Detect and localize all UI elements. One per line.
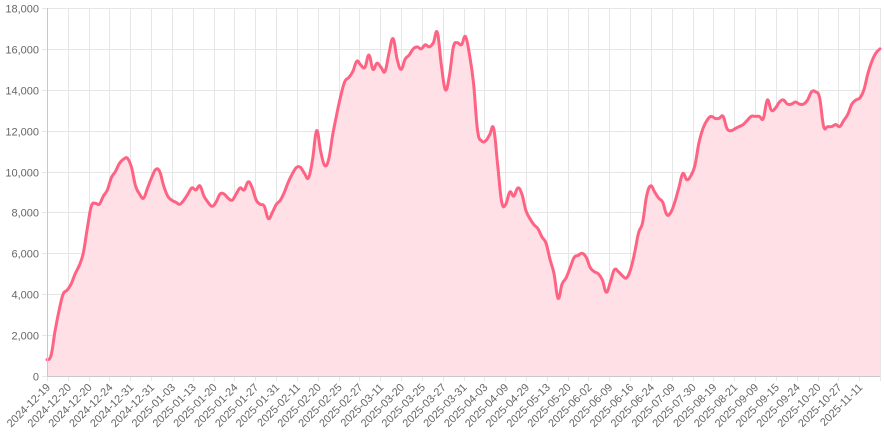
axes — [47, 8, 880, 377]
x-axis-tick-labels: 2024-12-192024-12-202024-12-202024-12-24… — [5, 382, 865, 430]
y-axis-tick-labels: 0 2,000 4,000 6,000 8,000 10,000 12,000 14,000 1… — [5, 4, 39, 384]
y-tick-label: 2,000 — [11, 331, 39, 343]
area-fill — [47, 31, 880, 376]
y-tick-label: 16,000 — [5, 45, 39, 57]
y-tick-label: 12,000 — [5, 127, 39, 139]
y-tick-label: 6,000 — [11, 249, 39, 261]
y-tick-label: 14,000 — [5, 86, 39, 98]
series-line — [45, 30, 882, 362]
y-tick-label: 10,000 — [5, 168, 39, 180]
y-tick-label: 8,000 — [11, 208, 39, 220]
y-tick-label: 4,000 — [11, 290, 39, 302]
y-tick-label: 18,000 — [5, 4, 39, 16]
area-layer — [45, 30, 882, 376]
y-tick-label: 0 — [33, 372, 39, 384]
